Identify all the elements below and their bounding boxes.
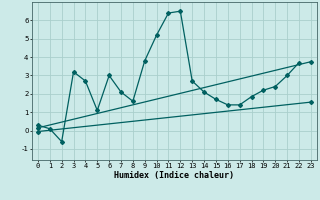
X-axis label: Humidex (Indice chaleur): Humidex (Indice chaleur) bbox=[115, 171, 234, 180]
